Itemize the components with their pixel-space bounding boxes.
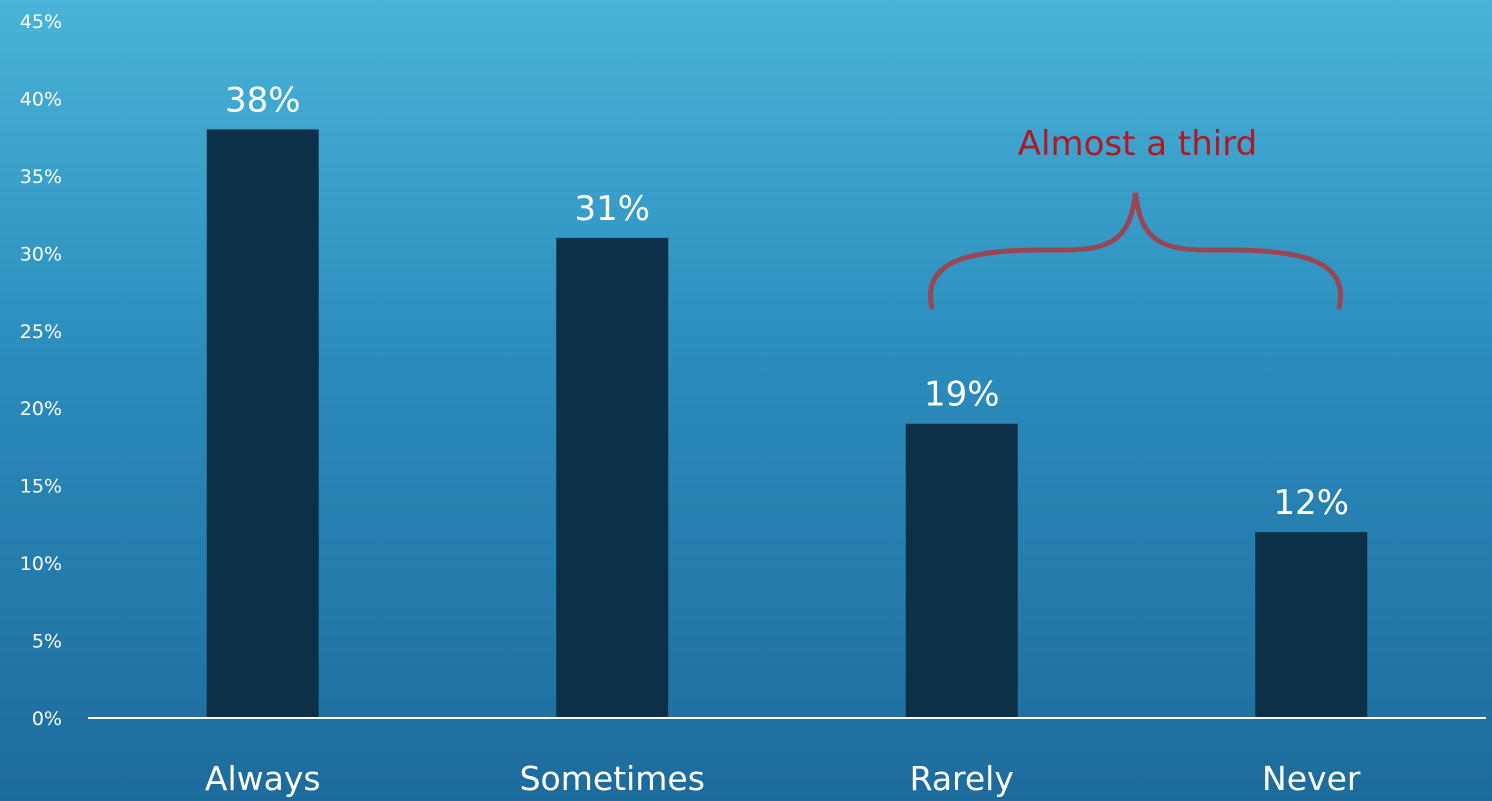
x-axis-categories: Always Sometimes Rarely Never xyxy=(205,759,1361,798)
y-axis-ticks: 0% 5% 10% 15% 20% 25% 30% 35% 40% 45% xyxy=(20,11,62,730)
data-label: 31% xyxy=(574,189,650,229)
y-tick-label: 20% xyxy=(20,398,62,420)
y-tick-label: 15% xyxy=(20,476,62,498)
annotation-text: Almost a third xyxy=(1018,124,1257,164)
x-category-label: Rarely xyxy=(910,759,1014,798)
y-tick-label: 45% xyxy=(20,11,62,33)
x-category-label: Never xyxy=(1262,759,1361,798)
bar-never xyxy=(1255,532,1368,718)
y-tick-label: 30% xyxy=(20,243,62,265)
bar-rarely xyxy=(905,423,1018,718)
y-tick-label: 0% xyxy=(32,708,62,730)
data-labels: 38% 31% 19% 12% xyxy=(225,80,1349,523)
y-tick-label: 35% xyxy=(20,166,62,188)
x-category-label: Always xyxy=(205,759,321,798)
data-label: 38% xyxy=(225,80,301,120)
x-category-label: Sometimes xyxy=(520,759,705,798)
data-label: 19% xyxy=(924,375,1000,415)
y-tick-label: 25% xyxy=(20,321,62,343)
bar-always xyxy=(206,129,319,718)
annotation-brace xyxy=(928,192,1343,310)
data-label: 12% xyxy=(1273,483,1349,523)
bars-group xyxy=(206,129,1368,718)
y-tick-label: 5% xyxy=(32,631,62,653)
y-tick-label: 40% xyxy=(20,88,62,110)
bar-sometimes xyxy=(556,237,669,718)
y-tick-label: 10% xyxy=(20,553,62,575)
